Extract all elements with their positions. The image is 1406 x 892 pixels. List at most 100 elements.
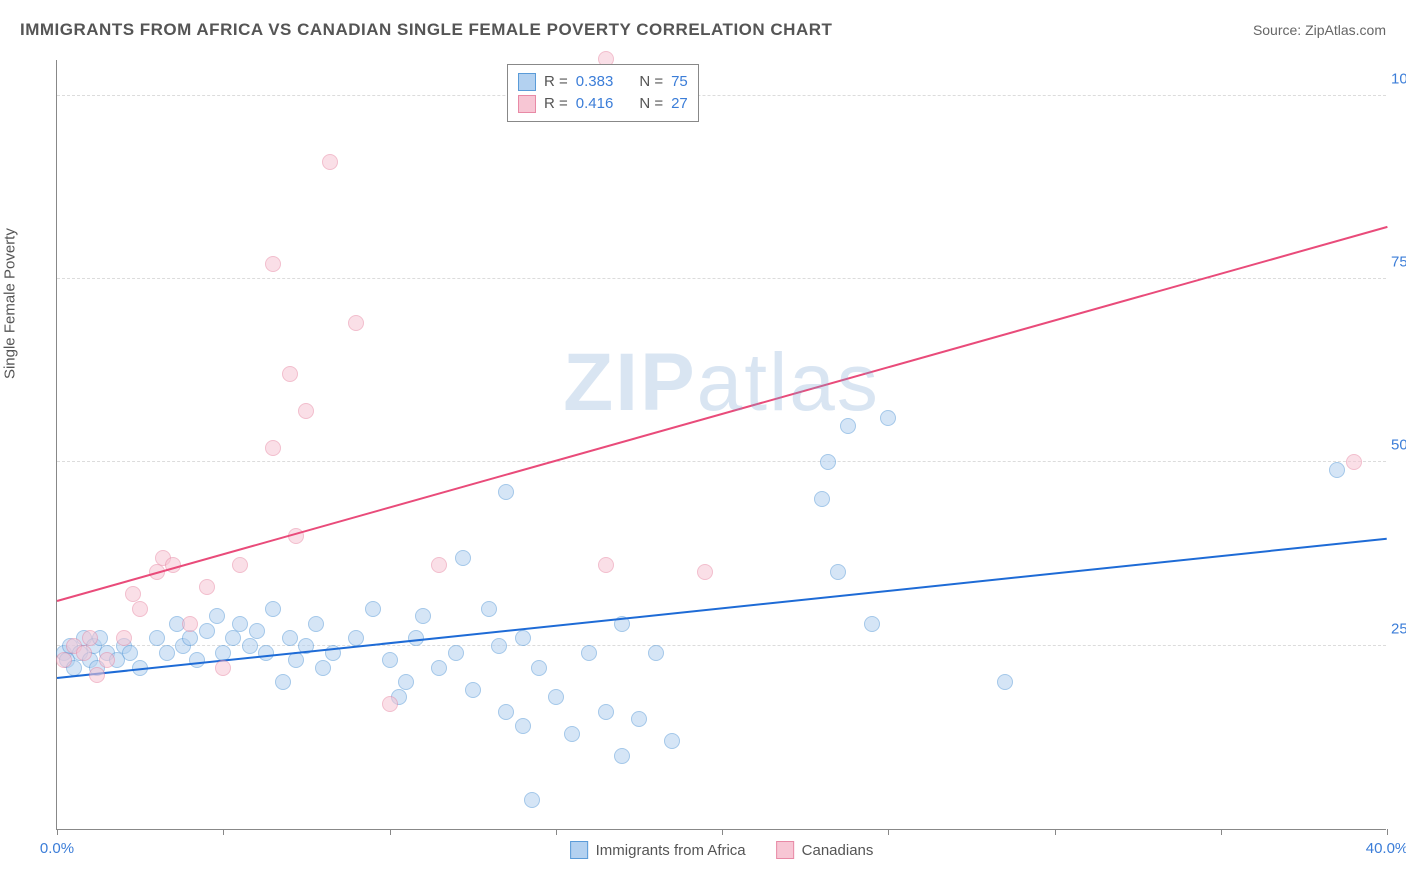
scatter-plot: ZIPatlas 25.0%50.0%75.0%100.0%0.0%40.0%R…	[56, 60, 1386, 830]
r-label: R =	[544, 93, 568, 115]
scatter-point	[548, 689, 564, 705]
legend-swatch	[570, 841, 588, 859]
scatter-point	[182, 630, 198, 646]
chart-source: Source: ZipAtlas.com	[1253, 22, 1386, 38]
r-value: 0.383	[576, 71, 614, 93]
scatter-point	[315, 660, 331, 676]
x-tick-label: 40.0%	[1366, 840, 1406, 857]
series-legend: Immigrants from Africa Canadians	[570, 841, 874, 859]
x-tick	[1221, 829, 1222, 835]
y-tick-label: 25.0%	[1391, 620, 1406, 637]
scatter-point	[209, 608, 225, 624]
scatter-point	[481, 601, 497, 617]
scatter-point	[524, 792, 540, 808]
x-tick	[722, 829, 723, 835]
scatter-point	[448, 645, 464, 661]
legend-row: R = 0.383N = 75	[518, 71, 688, 93]
scatter-point	[997, 674, 1013, 690]
scatter-point	[232, 616, 248, 632]
watermark-bold: ZIP	[563, 337, 697, 428]
scatter-point	[415, 608, 431, 624]
scatter-point	[282, 630, 298, 646]
scatter-point	[498, 704, 514, 720]
scatter-point	[864, 616, 880, 632]
gridline	[57, 95, 1386, 96]
source-value: ZipAtlas.com	[1305, 22, 1386, 38]
scatter-point	[382, 652, 398, 668]
scatter-point	[365, 601, 381, 617]
x-tick	[57, 829, 58, 835]
scatter-point	[491, 638, 507, 654]
scatter-point	[275, 674, 291, 690]
scatter-point	[215, 660, 231, 676]
scatter-point	[298, 403, 314, 419]
scatter-point	[840, 418, 856, 434]
gridline	[57, 278, 1386, 279]
scatter-point	[282, 366, 298, 382]
scatter-point	[232, 557, 248, 573]
r-value: 0.416	[576, 93, 614, 115]
scatter-point	[308, 616, 324, 632]
scatter-point	[564, 726, 580, 742]
correlation-legend: R = 0.383N = 75R = 0.416N = 27	[507, 64, 699, 122]
chart-header: IMMIGRANTS FROM AFRICA VS CANADIAN SINGL…	[20, 20, 1386, 40]
scatter-point	[348, 315, 364, 331]
scatter-point	[598, 557, 614, 573]
scatter-point	[631, 711, 647, 727]
scatter-point	[159, 645, 175, 661]
scatter-point	[498, 484, 514, 500]
n-value: 27	[671, 93, 688, 115]
scatter-point	[697, 564, 713, 580]
scatter-point	[199, 623, 215, 639]
scatter-point	[89, 667, 105, 683]
legend-swatch	[518, 95, 536, 113]
scatter-point	[465, 682, 481, 698]
scatter-point	[258, 645, 274, 661]
legend-swatch	[518, 73, 536, 91]
legend-row: R = 0.416 N = 27	[518, 93, 688, 115]
scatter-point	[99, 652, 115, 668]
scatter-point	[149, 630, 165, 646]
scatter-point	[242, 638, 258, 654]
scatter-point	[648, 645, 664, 661]
scatter-point	[880, 410, 896, 426]
x-tick	[1387, 829, 1388, 835]
trend-line	[57, 537, 1387, 678]
x-tick	[390, 829, 391, 835]
scatter-point	[56, 652, 72, 668]
y-axis-label: Single Female Poverty	[2, 228, 19, 379]
legend-swatch	[776, 841, 794, 859]
scatter-point	[531, 660, 547, 676]
legend-label: Immigrants from Africa	[596, 842, 746, 859]
scatter-point	[382, 696, 398, 712]
scatter-point	[431, 557, 447, 573]
x-tick	[1055, 829, 1056, 835]
scatter-point	[664, 733, 680, 749]
scatter-point	[199, 579, 215, 595]
legend-label: Canadians	[802, 842, 874, 859]
gridline	[57, 461, 1386, 462]
scatter-point	[225, 630, 241, 646]
scatter-point	[122, 645, 138, 661]
n-label: N =	[639, 71, 663, 93]
scatter-point	[125, 586, 141, 602]
scatter-point	[1329, 462, 1345, 478]
scatter-point	[814, 491, 830, 507]
x-tick	[223, 829, 224, 835]
scatter-point	[398, 674, 414, 690]
scatter-point	[830, 564, 846, 580]
scatter-point	[1346, 454, 1362, 470]
scatter-point	[189, 652, 205, 668]
x-tick	[556, 829, 557, 835]
scatter-point	[265, 440, 281, 456]
scatter-point	[581, 645, 597, 661]
scatter-point	[132, 601, 148, 617]
scatter-point	[348, 630, 364, 646]
chart-title: IMMIGRANTS FROM AFRICA VS CANADIAN SINGL…	[20, 20, 832, 40]
scatter-point	[820, 454, 836, 470]
scatter-point	[288, 652, 304, 668]
scatter-point	[116, 630, 132, 646]
n-label: N =	[639, 93, 663, 115]
scatter-point	[614, 748, 630, 764]
r-label: R =	[544, 71, 568, 93]
